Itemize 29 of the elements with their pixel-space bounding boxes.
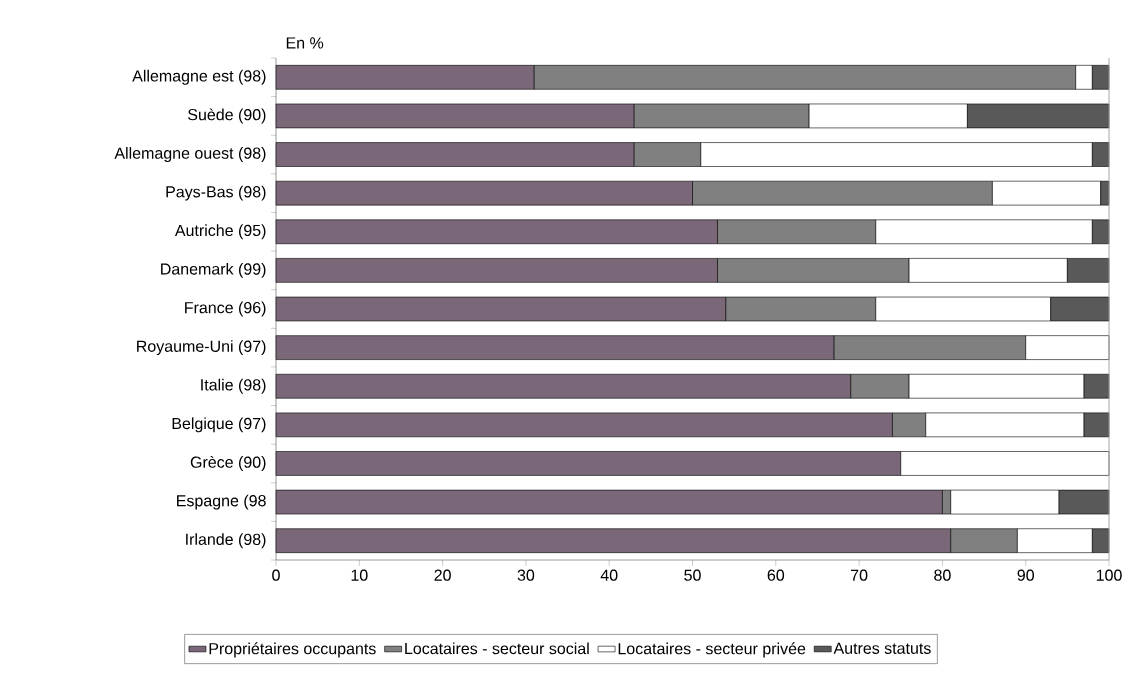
y-tick-label: Allemagne ouest (98) [114,147,266,163]
x-tick-label: 90 [1017,569,1034,581]
x-tick-label: 50 [684,569,701,581]
x-tick-label: 60 [767,569,785,581]
x-tick-label: 10 [351,569,368,581]
y-tick-label: Allemagne est (98) [132,69,266,85]
y-tick-label: Espagne (98 [177,494,266,510]
y-tick-label: Suède (90) [188,108,266,124]
y-tick-label: Autriche (95) [174,224,266,240]
legend-label: Locataires - secteur social [405,642,589,655]
legend-label: Propriétaires occupants [209,642,376,658]
y-tick-label: Pays-Bas (98) [166,185,266,201]
x-tick-label: 40 [600,569,618,581]
x-tick-label: 80 [934,569,951,581]
y-tick-label: Grèce (90) [190,455,266,472]
x-tick-label: 0 [272,569,280,581]
y-tick-label: Danemark (99) [161,262,266,278]
y-tick-label: Italie (98) [201,378,266,394]
y-tick-label: Royaume-Uni (97) [137,340,266,356]
x-tick-label: 100 [1096,569,1122,581]
x-tick-label: 20 [434,569,451,581]
x-tick-label: 30 [517,569,535,581]
y-tick-label: Irlande (98) [186,533,266,549]
y-tick-label: Belgique (97) [172,417,266,433]
x-tick-label: 70 [851,569,868,581]
y-tick-label: France (96) [185,301,266,317]
chart-title: En % [286,37,324,49]
legend-label: Locataires - secteur privée [618,642,806,658]
legend-label: Autres statuts [833,642,931,654]
